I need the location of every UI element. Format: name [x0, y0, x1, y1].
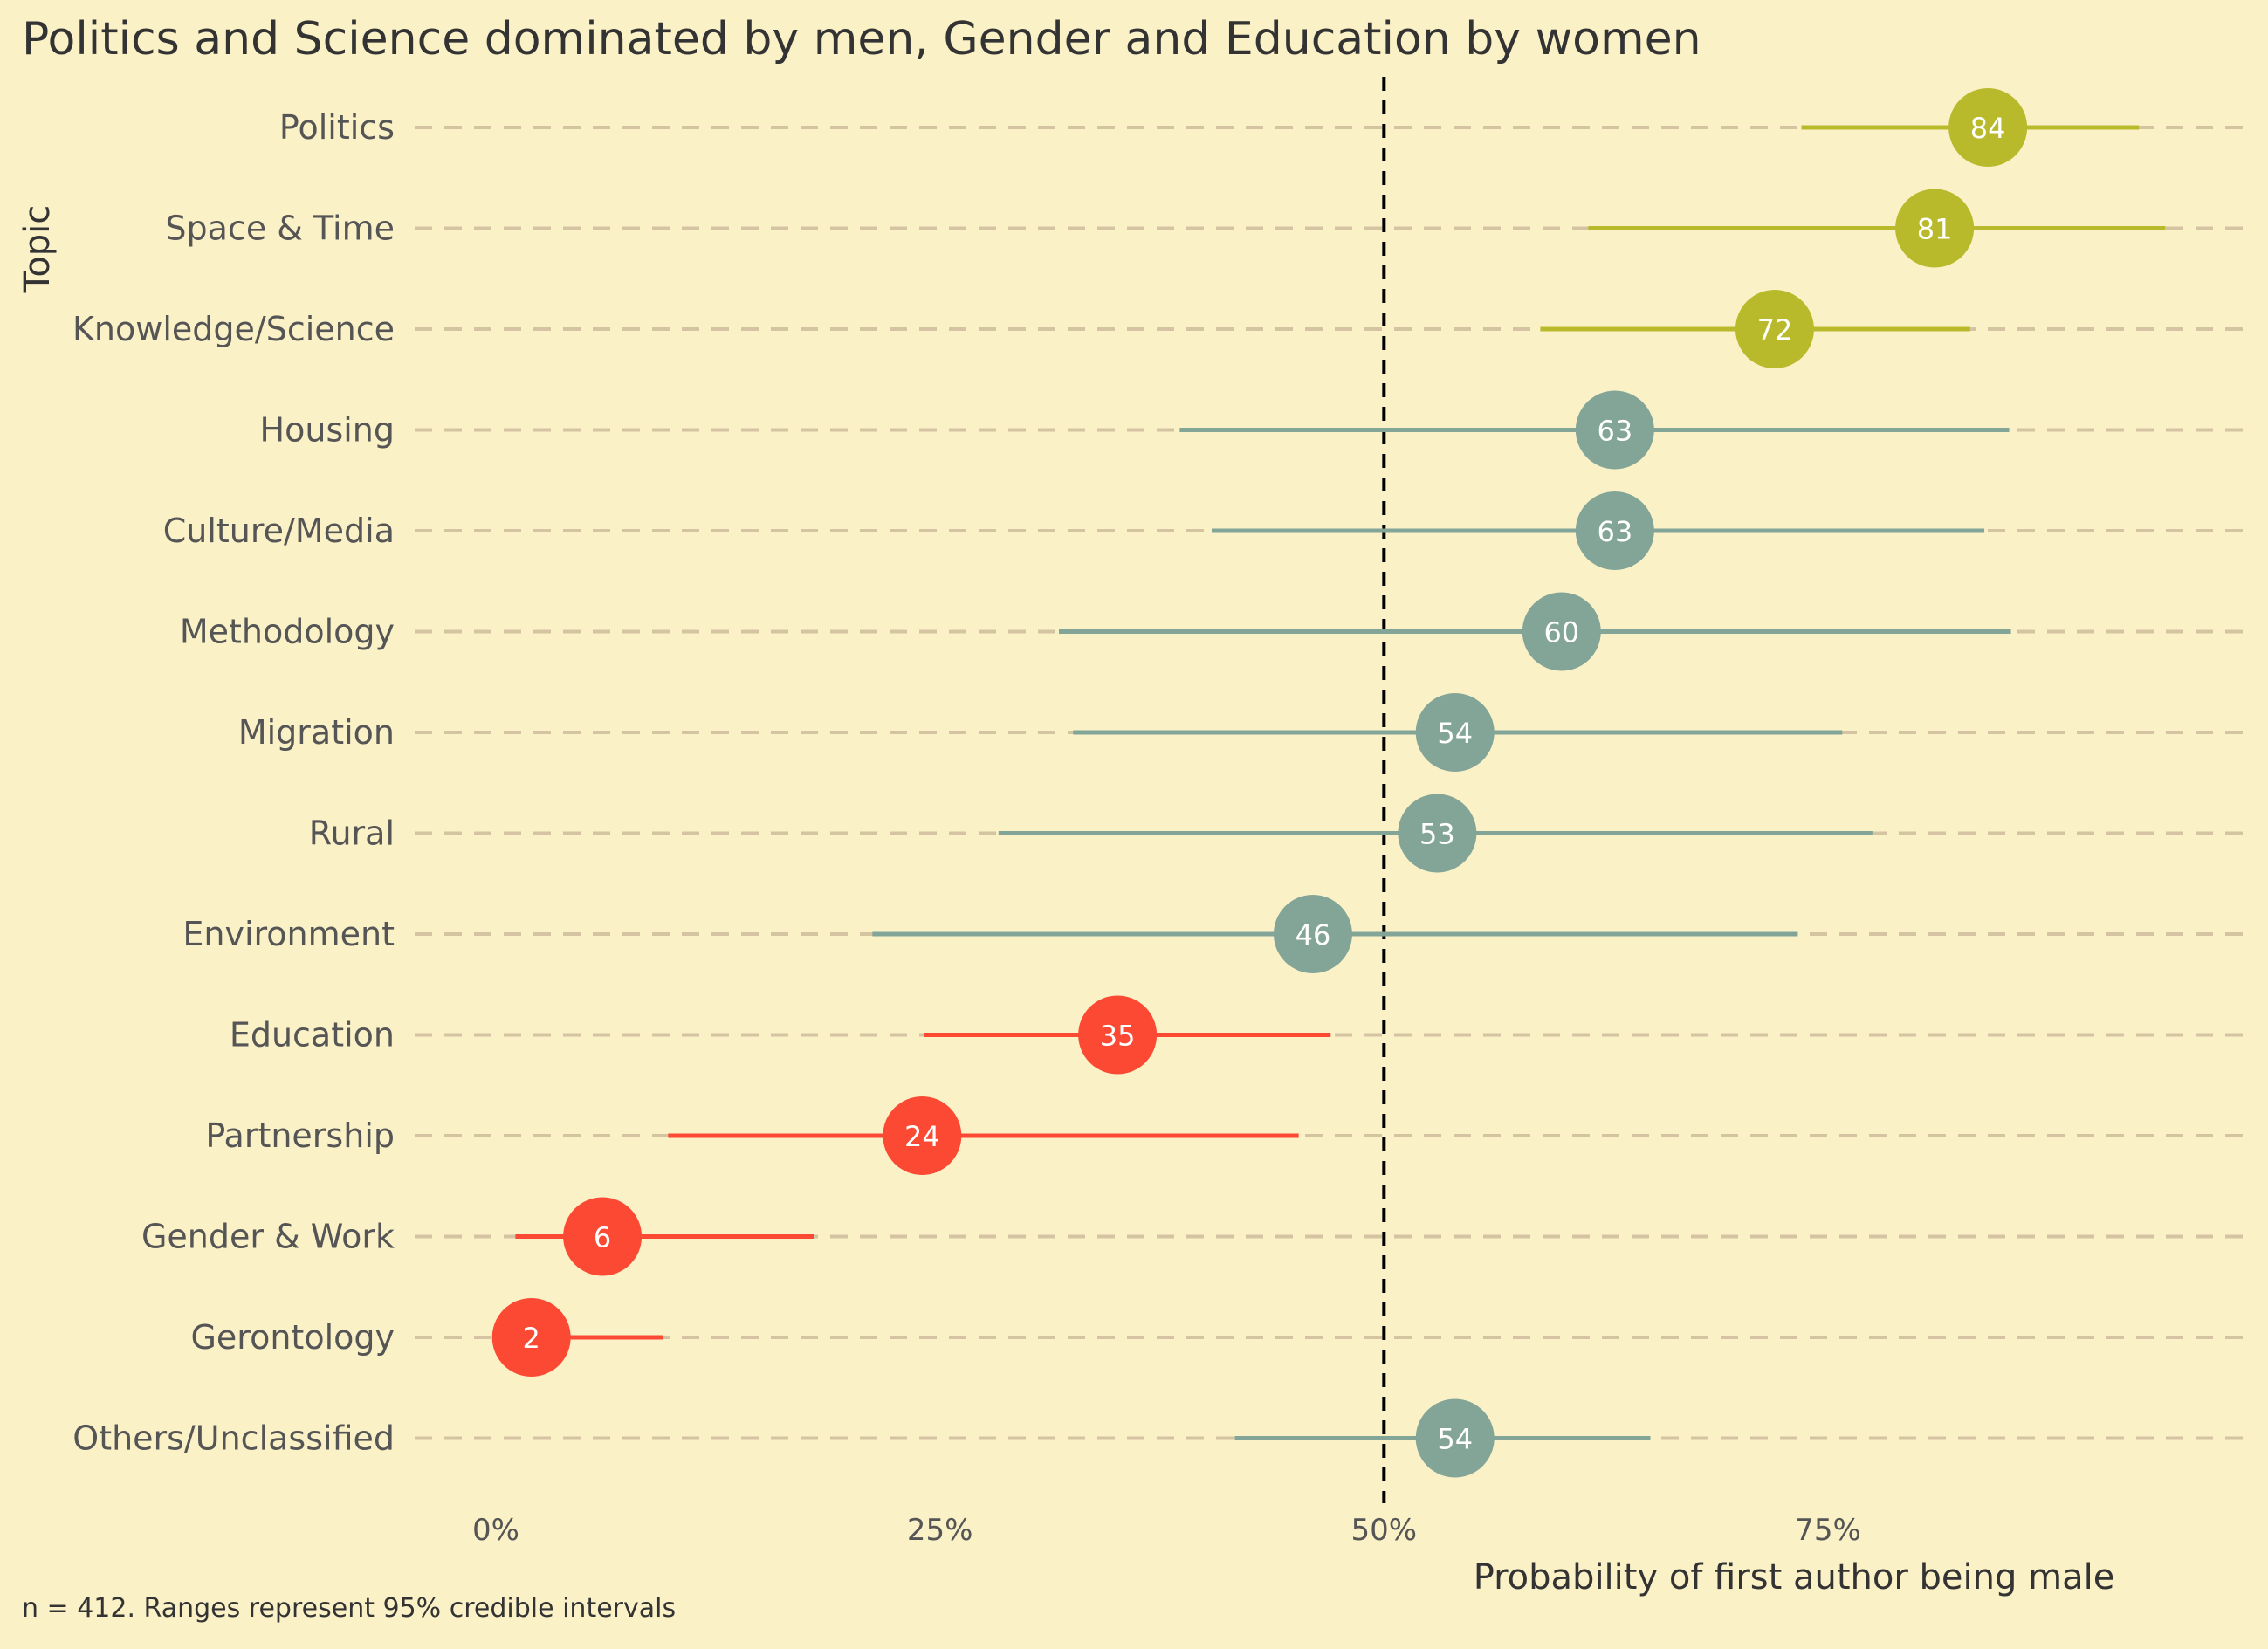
- point-value-label: 63: [1597, 515, 1632, 548]
- point-housing: [1575, 390, 1654, 470]
- point-knowledge-science: [1735, 290, 1814, 368]
- category-label: Education: [230, 1016, 395, 1055]
- point-space-time: [1895, 189, 1975, 268]
- category-label: Culture/Media: [163, 512, 395, 550]
- category-label: Migration: [238, 713, 395, 752]
- y-axis-label: Topic: [17, 205, 58, 294]
- x-axis-label: Probability of first author being male: [1474, 1557, 2115, 1597]
- point-estimates: 84 81 72 63 63 60 54 53 46 35 24 6 2 54: [491, 88, 2028, 1478]
- category-label: Methodology: [180, 613, 395, 651]
- point-value-label: 2: [523, 1322, 540, 1355]
- point-value-label: 60: [1543, 616, 1579, 649]
- point-value-label: 63: [1597, 415, 1632, 448]
- point-value-label: 6: [594, 1221, 611, 1254]
- category-labels: Politics Space & Time Knowledge/Science Hou…: [72, 108, 395, 1458]
- category-label: Others/Unclassified: [72, 1419, 395, 1458]
- point-partnership: [883, 1096, 962, 1175]
- category-label: Gerontology: [190, 1318, 395, 1357]
- x-tick-label: 0%: [472, 1513, 519, 1548]
- point-others-unclassified: [1415, 1398, 1495, 1478]
- point-gender-work: [563, 1197, 643, 1276]
- category-label: Environment: [182, 915, 395, 953]
- point-value-label: 54: [1437, 1423, 1473, 1456]
- point-value-label: 54: [1437, 717, 1473, 750]
- x-tick-label: 25%: [907, 1513, 973, 1548]
- point-rural: [1398, 794, 1477, 873]
- category-label: Gender & Work: [141, 1218, 395, 1256]
- point-value-label: 46: [1296, 918, 1331, 952]
- x-tick-label: 50%: [1351, 1513, 1418, 1548]
- point-value-label: 72: [1757, 313, 1793, 347]
- category-label: Housing: [260, 411, 395, 450]
- chart-title: Politics and Science dominated by men, G…: [22, 13, 1701, 65]
- point-value-label: 35: [1100, 1020, 1136, 1053]
- category-label: Knowledge/Science: [72, 310, 395, 348]
- x-axis-ticks: 0% 25% 50% 75%: [472, 1513, 1861, 1548]
- category-label: Rural: [309, 814, 395, 853]
- x-tick-label: 75%: [1795, 1513, 1861, 1548]
- category-label: Partnership: [205, 1117, 395, 1155]
- point-methodology: [1522, 592, 1601, 671]
- category-label: Space & Time: [165, 210, 395, 248]
- category-label: Politics: [279, 108, 395, 147]
- point-value-label: 24: [904, 1120, 940, 1153]
- chart-caption: n = 412. Ranges represent 95% credible i…: [22, 1593, 676, 1624]
- point-migration: [1415, 693, 1495, 772]
- point-gerontology: [491, 1298, 571, 1377]
- point-politics: [1948, 88, 2028, 167]
- point-value-label: 53: [1419, 818, 1455, 851]
- point-culture-media: [1575, 491, 1654, 570]
- point-value-label: 81: [1917, 213, 1953, 246]
- point-education: [1078, 995, 1158, 1075]
- point-value-label: 84: [1970, 112, 2006, 145]
- point-environment: [1273, 895, 1352, 973]
